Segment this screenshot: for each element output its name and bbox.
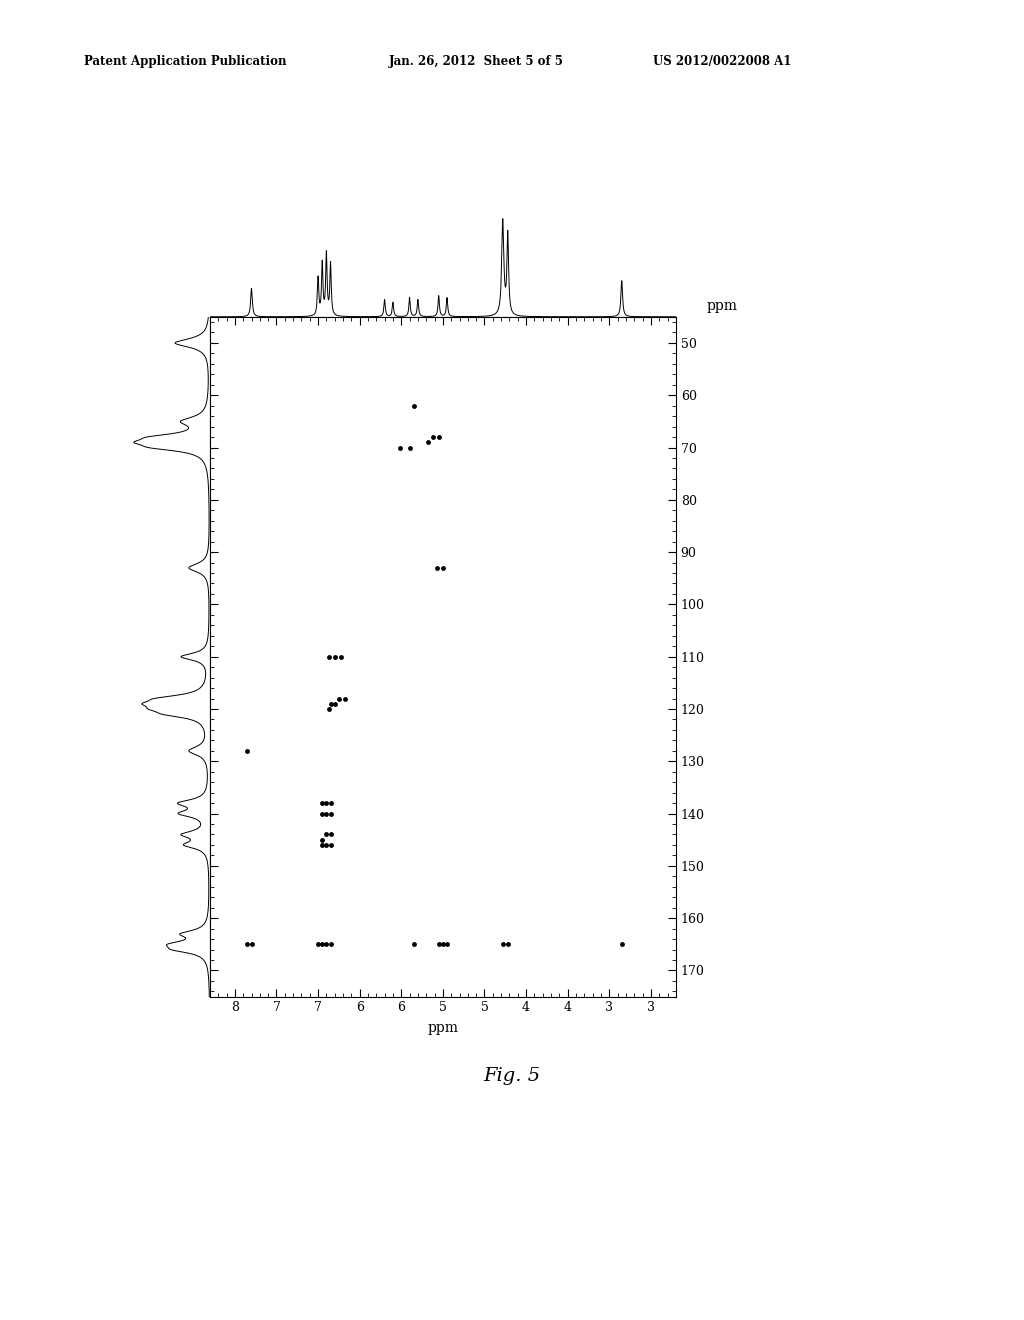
X-axis label: ppm: ppm	[427, 1022, 459, 1035]
Text: Patent Application Publication: Patent Application Publication	[84, 55, 287, 69]
Text: Jan. 26, 2012  Sheet 5 of 5: Jan. 26, 2012 Sheet 5 of 5	[389, 55, 564, 69]
Text: US 2012/0022008 A1: US 2012/0022008 A1	[653, 55, 792, 69]
Text: Fig. 5: Fig. 5	[483, 1067, 541, 1085]
Text: ppm: ppm	[707, 300, 737, 313]
